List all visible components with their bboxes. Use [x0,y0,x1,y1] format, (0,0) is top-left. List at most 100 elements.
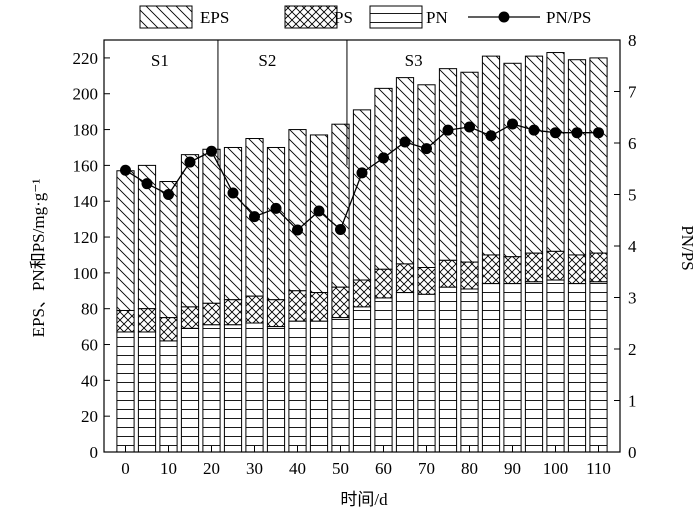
y2-tick-label: 5 [628,186,637,205]
bar-ps [116,309,135,333]
x-tick-label: 40 [289,459,306,478]
x-tick-label: 0 [121,459,130,478]
bar-eps [202,148,221,304]
bar-pn [438,286,458,453]
x-tick-label: 50 [332,459,349,478]
bar-pn [288,320,307,453]
pn-ps-point [141,178,153,190]
bar-pn [417,293,436,453]
legend-item-pn: PN [369,5,448,29]
bar-pn [223,324,243,453]
x-tick-label: 80 [461,459,478,478]
stage-dividers [217,40,348,166]
bar-pn [137,331,157,453]
bar-ps [352,279,372,308]
bar-ps [395,263,415,294]
bar-group [352,109,372,453]
bar-group [395,77,415,453]
legend: EPS PS PN PN/PS [139,5,591,29]
pn-ps-point [507,118,518,130]
bar-eps [567,59,587,256]
pn-ps-point [399,136,411,148]
x-tick-label: 90 [504,459,521,478]
y2-axis-title: PN/PS [678,225,697,270]
bar-eps [116,170,135,311]
bar-ps [567,254,587,285]
legend-label: PN/PS [546,8,591,27]
bar-group [331,123,350,453]
bar-group [374,87,393,453]
bar-group [460,71,479,453]
stage-labels: S1 S2 S3 [151,51,423,70]
bar-group [116,170,135,453]
stage-label: S3 [405,51,423,70]
stage-label: S2 [258,51,276,70]
bar-eps [395,77,415,265]
y-tick-label: 160 [73,156,99,175]
y-tick-label: 60 [81,336,98,355]
y2-tick-label: 2 [628,340,637,359]
legend-label: PS [334,8,353,27]
bar-pn [331,317,350,453]
legend-label: EPS [200,8,229,27]
pn-ps-point [421,143,432,155]
bar-eps [223,146,243,301]
legend-item-eps: EPS [139,5,229,29]
x-axis-title: 时间/d [340,490,388,509]
bar-group [288,129,307,453]
bar-eps [481,55,501,256]
bar-eps [460,71,479,263]
bar-ps [546,250,565,281]
stage-label: S1 [151,51,169,70]
y2-tick-label: 7 [628,83,637,102]
pn-ps-point [120,164,131,176]
y-tick-label: 140 [73,192,99,211]
legend-item-ps: PS [284,5,353,29]
bar-eps [288,129,307,292]
bar-group [524,55,544,453]
y2-tick-label: 3 [628,289,637,308]
bar-eps [503,62,522,258]
bar-pn [589,281,608,453]
bar-pn [116,331,135,453]
pn-ps-point [227,187,239,199]
bar-eps [546,52,565,252]
bar-ps [524,252,544,283]
x-tick-label: 70 [418,459,435,478]
bar-ps [202,302,221,326]
bar-ps [309,292,329,322]
y-tick-label: 120 [73,228,99,247]
bar-ps [180,306,200,329]
bar-group [567,59,587,453]
x-tick-label: 30 [246,459,263,478]
y-axis-title: EPS、PN和PS/mg·g⁻¹ [29,179,48,338]
legend-swatch [139,5,193,29]
bar-ps [288,290,307,322]
pn-ps-point [249,211,260,223]
bar-ps [417,266,436,295]
pn-ps-point [206,145,217,157]
bar-pn [180,327,200,453]
x-tick-label: 10 [160,459,177,478]
bar-group [309,134,329,453]
bar-eps [589,57,608,254]
pn-ps-point [528,124,540,136]
bar-eps [180,154,200,308]
bar-ps [137,308,157,333]
y-tick-label: 0 [90,443,99,462]
bar-pn [266,326,286,453]
y-tick-label: 220 [73,49,99,68]
bar-eps [266,146,286,301]
bar-ps [245,295,264,324]
bar-pn [567,283,587,453]
y2-tick-label: 8 [628,31,637,50]
bar-ps [266,299,286,328]
bar-group [589,57,608,453]
pn-ps-point [550,127,561,139]
legend-swatch [369,5,423,29]
y-tick-label: 40 [81,371,98,390]
bar-pn [524,281,544,453]
legend-label: PN [426,8,448,27]
bar-group [180,154,200,453]
pn-ps-point [378,152,389,164]
